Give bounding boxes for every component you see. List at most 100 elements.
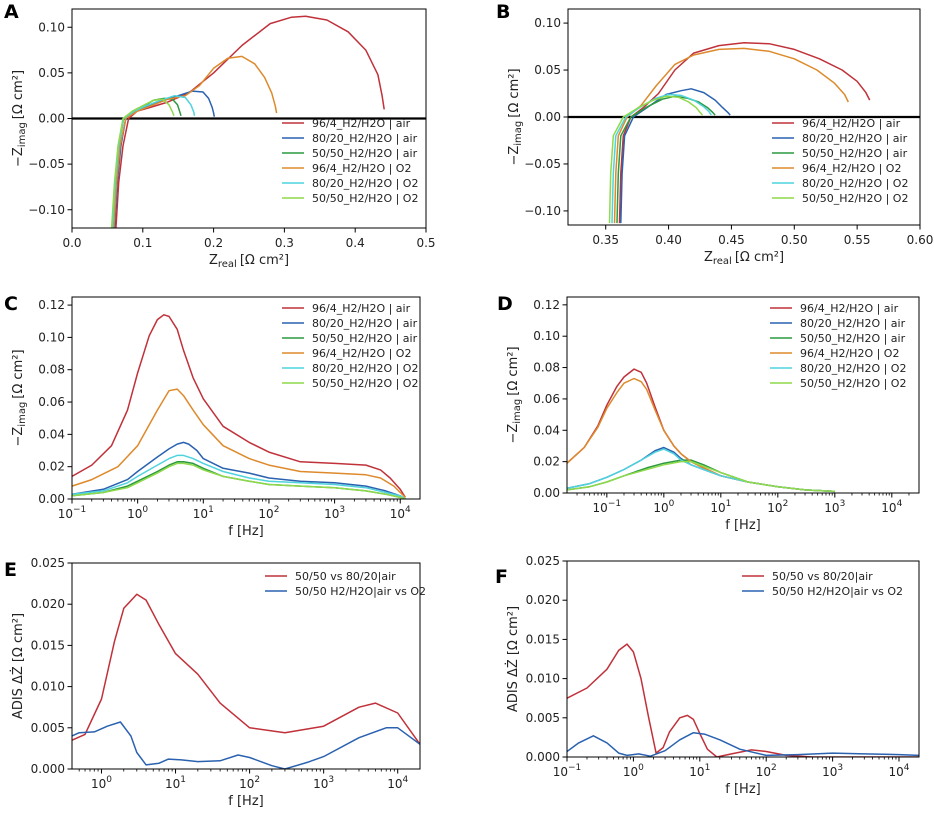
series-line-1	[115, 15, 385, 228]
x-tick-label: 100	[653, 499, 674, 515]
y-tick-label: 0.025	[31, 556, 65, 570]
x-tick-label: 0.5	[416, 236, 435, 250]
panel-letter: B	[496, 1, 510, 23]
x-tick-label: 0.0	[62, 236, 81, 250]
plot-frame	[71, 8, 427, 229]
x-tick-label: 102	[756, 763, 777, 779]
legend-entry: 50/50_H2/H2O | air	[312, 147, 418, 160]
y-axis-label: −Zimag[Ω cm²]	[507, 68, 524, 165]
x-tick-label: 103	[822, 763, 843, 779]
y-tick-label: 0.10	[533, 329, 560, 343]
legend-entry: 96/4_H2/H2O | O2	[312, 162, 411, 175]
legend-entry: 50/50 H2/H2O|air vs O2	[295, 585, 426, 598]
x-axis-label: f [Hz]	[228, 524, 263, 539]
series-line-2	[567, 446, 835, 493]
x-tick-exponent: 2	[254, 775, 260, 785]
y-tick-label: 0.005	[526, 711, 560, 725]
series-line-5	[611, 93, 712, 224]
legend: 96/4_H2/H2O | air 80/20_H2/H2O | air 50/50…	[282, 302, 418, 390]
y-tick-label: 0.025	[526, 554, 560, 568]
legend-entry: 50/50_H2/H2O | O2	[802, 192, 908, 205]
x-tick-exponent: 4	[904, 763, 910, 773]
x-tick-exponent: 4	[405, 505, 411, 515]
series-line-2	[620, 88, 731, 224]
legend-entry: 80/20_H2/H2O | O2	[800, 362, 906, 375]
legend-entry: 50/50_H2/H2O | O2	[800, 377, 906, 390]
x-tick-label: 100	[127, 505, 148, 521]
x-tick-label: 101	[193, 505, 214, 521]
x-tick-label: 100	[91, 775, 112, 791]
series-line-5	[567, 448, 835, 493]
y-tick-label: 0.00	[38, 492, 65, 506]
x-tick-label: 101	[689, 763, 710, 779]
panel-letter: E	[4, 559, 17, 581]
series-line-6	[608, 95, 704, 224]
y-tick-label: 0.10	[534, 16, 561, 30]
y-tick-label: 0.12	[38, 298, 65, 312]
x-tick-label: 104	[889, 763, 910, 779]
legend-entry: 80/20_H2/H2O | O2	[312, 362, 418, 375]
series-line-4	[613, 47, 849, 224]
series-line-2	[72, 721, 420, 769]
panel-d: D10−1 100 101 102 103 1040.000.020.040.060.08…	[497, 293, 920, 533]
y-axis-label: −Zimag[Ω cm²]	[506, 346, 523, 443]
plot-frame	[71, 296, 421, 500]
x-tick-exponent: 2	[783, 499, 789, 509]
series-line-6	[567, 460, 835, 493]
series-line-1	[567, 368, 835, 493]
y-tick-label: 0.00	[38, 112, 65, 126]
y-tick-label: −0.05	[28, 157, 65, 171]
x-tick-label: 0.60	[907, 233, 934, 247]
x-tick-exponent: 3	[339, 505, 345, 515]
x-tick-label: 102	[239, 775, 260, 791]
y-tick-label: 0.00	[533, 486, 560, 500]
y-tick-label: −0.05	[524, 157, 561, 171]
y-tick-label: 0.04	[533, 423, 560, 437]
legend-entry: 80/20_H2/H2O | air	[802, 132, 908, 145]
x-tick-exponent: 4	[402, 775, 408, 785]
y-tick-label: 0.06	[533, 392, 560, 406]
panel-letter: F	[495, 566, 508, 588]
series-line-3	[72, 461, 406, 499]
x-tick-label: 0.1	[133, 236, 152, 250]
x-tick-exponent: −1	[608, 499, 621, 509]
x-tick-label: 104	[387, 775, 408, 791]
y-tick-label: 0.010	[31, 680, 65, 694]
x-tick-label: 104	[390, 505, 411, 521]
legend-entry: 96/4_H2/H2O | air	[312, 117, 411, 130]
x-tick-exponent: 1	[705, 763, 711, 773]
legend-entry: 50/50_H2/H2O | air	[800, 332, 906, 345]
plot-frame	[567, 8, 921, 226]
x-tick-label: 0.4	[346, 236, 365, 250]
panel-a: A 0.0 0.1 0.2 0.3 0.4 0.5 −0.10 −0.05 0.00 0.05 0.1…	[4, 1, 436, 270]
x-tick-exponent: −1	[73, 505, 86, 515]
y-tick-label: 0.05	[534, 63, 561, 77]
series-line-5	[111, 94, 196, 228]
legend-entry: 50/50_H2/H2O | air	[312, 332, 418, 345]
panel-letter: D	[497, 293, 513, 315]
x-tick-label: 0.45	[718, 233, 745, 247]
x-tick-exponent: 3	[840, 499, 846, 509]
x-tick-exponent: 0	[106, 775, 112, 785]
plot-frame	[71, 562, 421, 770]
x-tick-label: 0.50	[781, 233, 808, 247]
plot-frame	[566, 560, 920, 758]
y-axis-label: −Zimag[Ω cm²]	[11, 349, 28, 446]
y-tick-label: 0.10	[38, 330, 65, 344]
x-tick-exponent: 1	[180, 775, 186, 785]
x-tick-exponent: 3	[328, 775, 334, 785]
x-tick-label: 10−1	[553, 763, 582, 779]
series-line-2	[72, 441, 406, 499]
x-tick-exponent: −1	[568, 763, 581, 773]
legend-entry: 80/20_H2/H2O | O2	[312, 177, 418, 190]
legend-entry: 96/4_H2/H2O | air	[802, 117, 901, 130]
x-tick-label: 104	[881, 499, 902, 515]
x-tick-label: 10−1	[593, 499, 622, 515]
y-tick-label: 0.08	[533, 361, 560, 375]
legend-entry: 50/50 H2/H2O|air vs O2	[772, 585, 903, 598]
y-tick-label: 0.06	[38, 395, 65, 409]
legend-entry: 80/20_H2/H2O | air	[312, 317, 418, 330]
y-tick-label: 0.05	[38, 66, 65, 80]
